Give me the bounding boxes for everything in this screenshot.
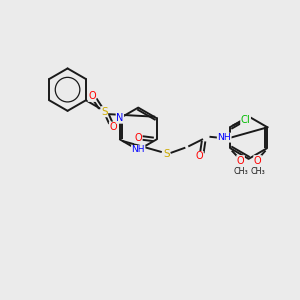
Text: CH₃: CH₃ [250, 167, 265, 176]
Text: O: O [134, 133, 142, 143]
Text: S: S [163, 149, 169, 159]
Text: O: O [254, 156, 261, 166]
Text: O: O [110, 122, 117, 132]
Text: Cl: Cl [241, 115, 250, 125]
Text: O: O [237, 156, 244, 166]
Text: S: S [101, 107, 108, 117]
Text: NH: NH [217, 133, 231, 142]
Text: CH₃: CH₃ [234, 167, 248, 176]
Text: NH: NH [131, 146, 145, 154]
Text: O: O [196, 152, 203, 161]
Text: O: O [88, 92, 96, 101]
Text: N: N [116, 113, 124, 123]
